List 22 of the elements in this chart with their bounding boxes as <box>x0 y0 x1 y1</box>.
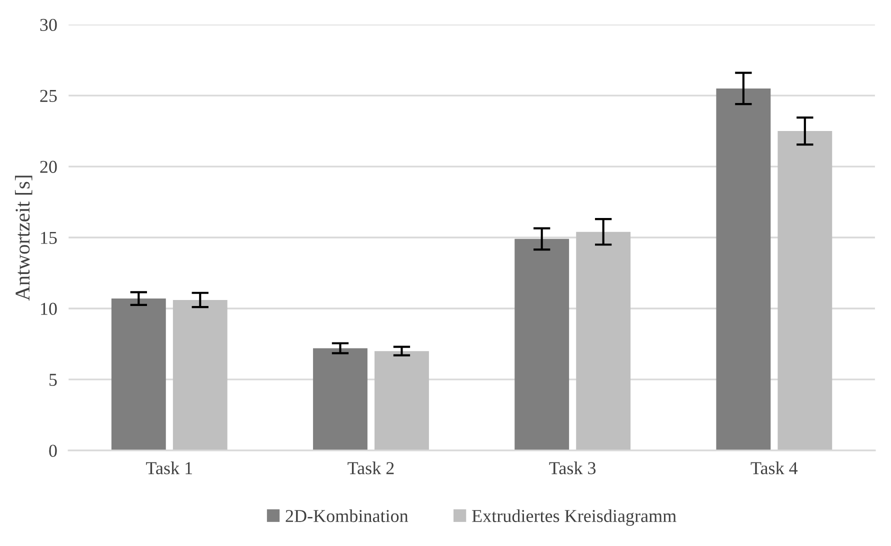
y-tick-label: 0 <box>49 444 57 457</box>
bar <box>514 238 570 450</box>
x-tick-label: Task 4 <box>750 462 798 474</box>
y-tick-label: 25 <box>40 90 57 102</box>
y-tick-label: 10 <box>41 302 57 315</box>
legend-label: 2D-Kombination <box>286 509 408 522</box>
y-tick-label: 20 <box>40 160 57 173</box>
y-axis-title: Antwortzeit [s] <box>14 176 32 301</box>
bar <box>172 300 228 450</box>
x-tick-label: Task 2 <box>348 462 394 474</box>
bar <box>716 88 771 450</box>
bar <box>374 351 429 450</box>
bar <box>111 298 166 450</box>
y-tick-label: 30 <box>40 18 57 32</box>
x-tick-label: Task 3 <box>549 462 596 474</box>
y-tick-label: 15 <box>41 232 57 244</box>
bar <box>576 232 631 450</box>
bar <box>313 348 368 450</box>
legend-label: Extrudiertes Kreisdiagramm <box>472 509 676 526</box>
y-tick-label: 5 <box>50 374 57 386</box>
x-tick-label: Task 1 <box>146 462 192 474</box>
bar <box>778 131 832 450</box>
